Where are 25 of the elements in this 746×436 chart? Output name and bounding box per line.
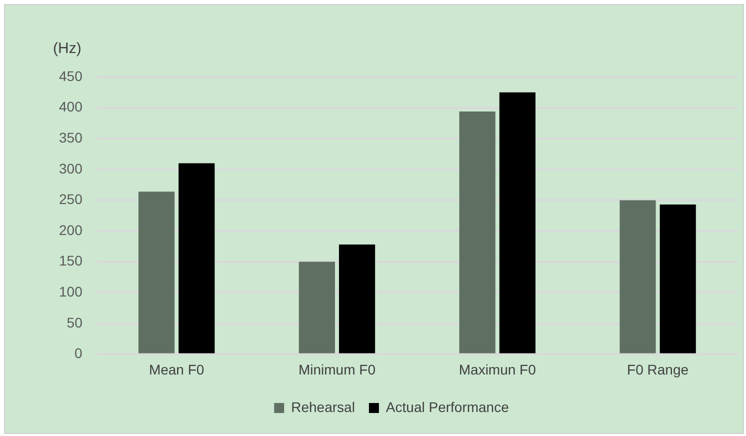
y-axis-title: (Hz) (53, 40, 82, 58)
y-tick-label: 300 (59, 160, 83, 176)
bar (178, 163, 215, 354)
legend-label: Rehearsal (291, 398, 355, 415)
y-tick-label: 150 (59, 252, 83, 269)
y-tick-label: 400 (59, 98, 83, 115)
y-tick-label: 250 (59, 191, 83, 208)
x-tick-label: Mean F0 (148, 361, 204, 378)
bar (620, 200, 656, 354)
x-tick-label: Minimum F0 (298, 361, 376, 378)
legend-label: Actual Performance (386, 398, 510, 415)
bar (138, 192, 175, 354)
y-tick-label: 350 (59, 129, 83, 146)
y-tick-label: 100 (59, 283, 83, 300)
x-tick-label: Maximun F0 (458, 361, 536, 378)
y-tick-label: 50 (66, 314, 83, 330)
bar (499, 92, 536, 354)
bar (660, 204, 696, 354)
bar (298, 262, 335, 354)
y-tick-label: 200 (59, 222, 83, 238)
y-tick-label: 0 (74, 345, 83, 362)
y-tick-label: 450 (59, 68, 83, 84)
x-tick-label: F0 Range (627, 361, 689, 378)
bar (338, 244, 376, 354)
bar (459, 111, 496, 354)
